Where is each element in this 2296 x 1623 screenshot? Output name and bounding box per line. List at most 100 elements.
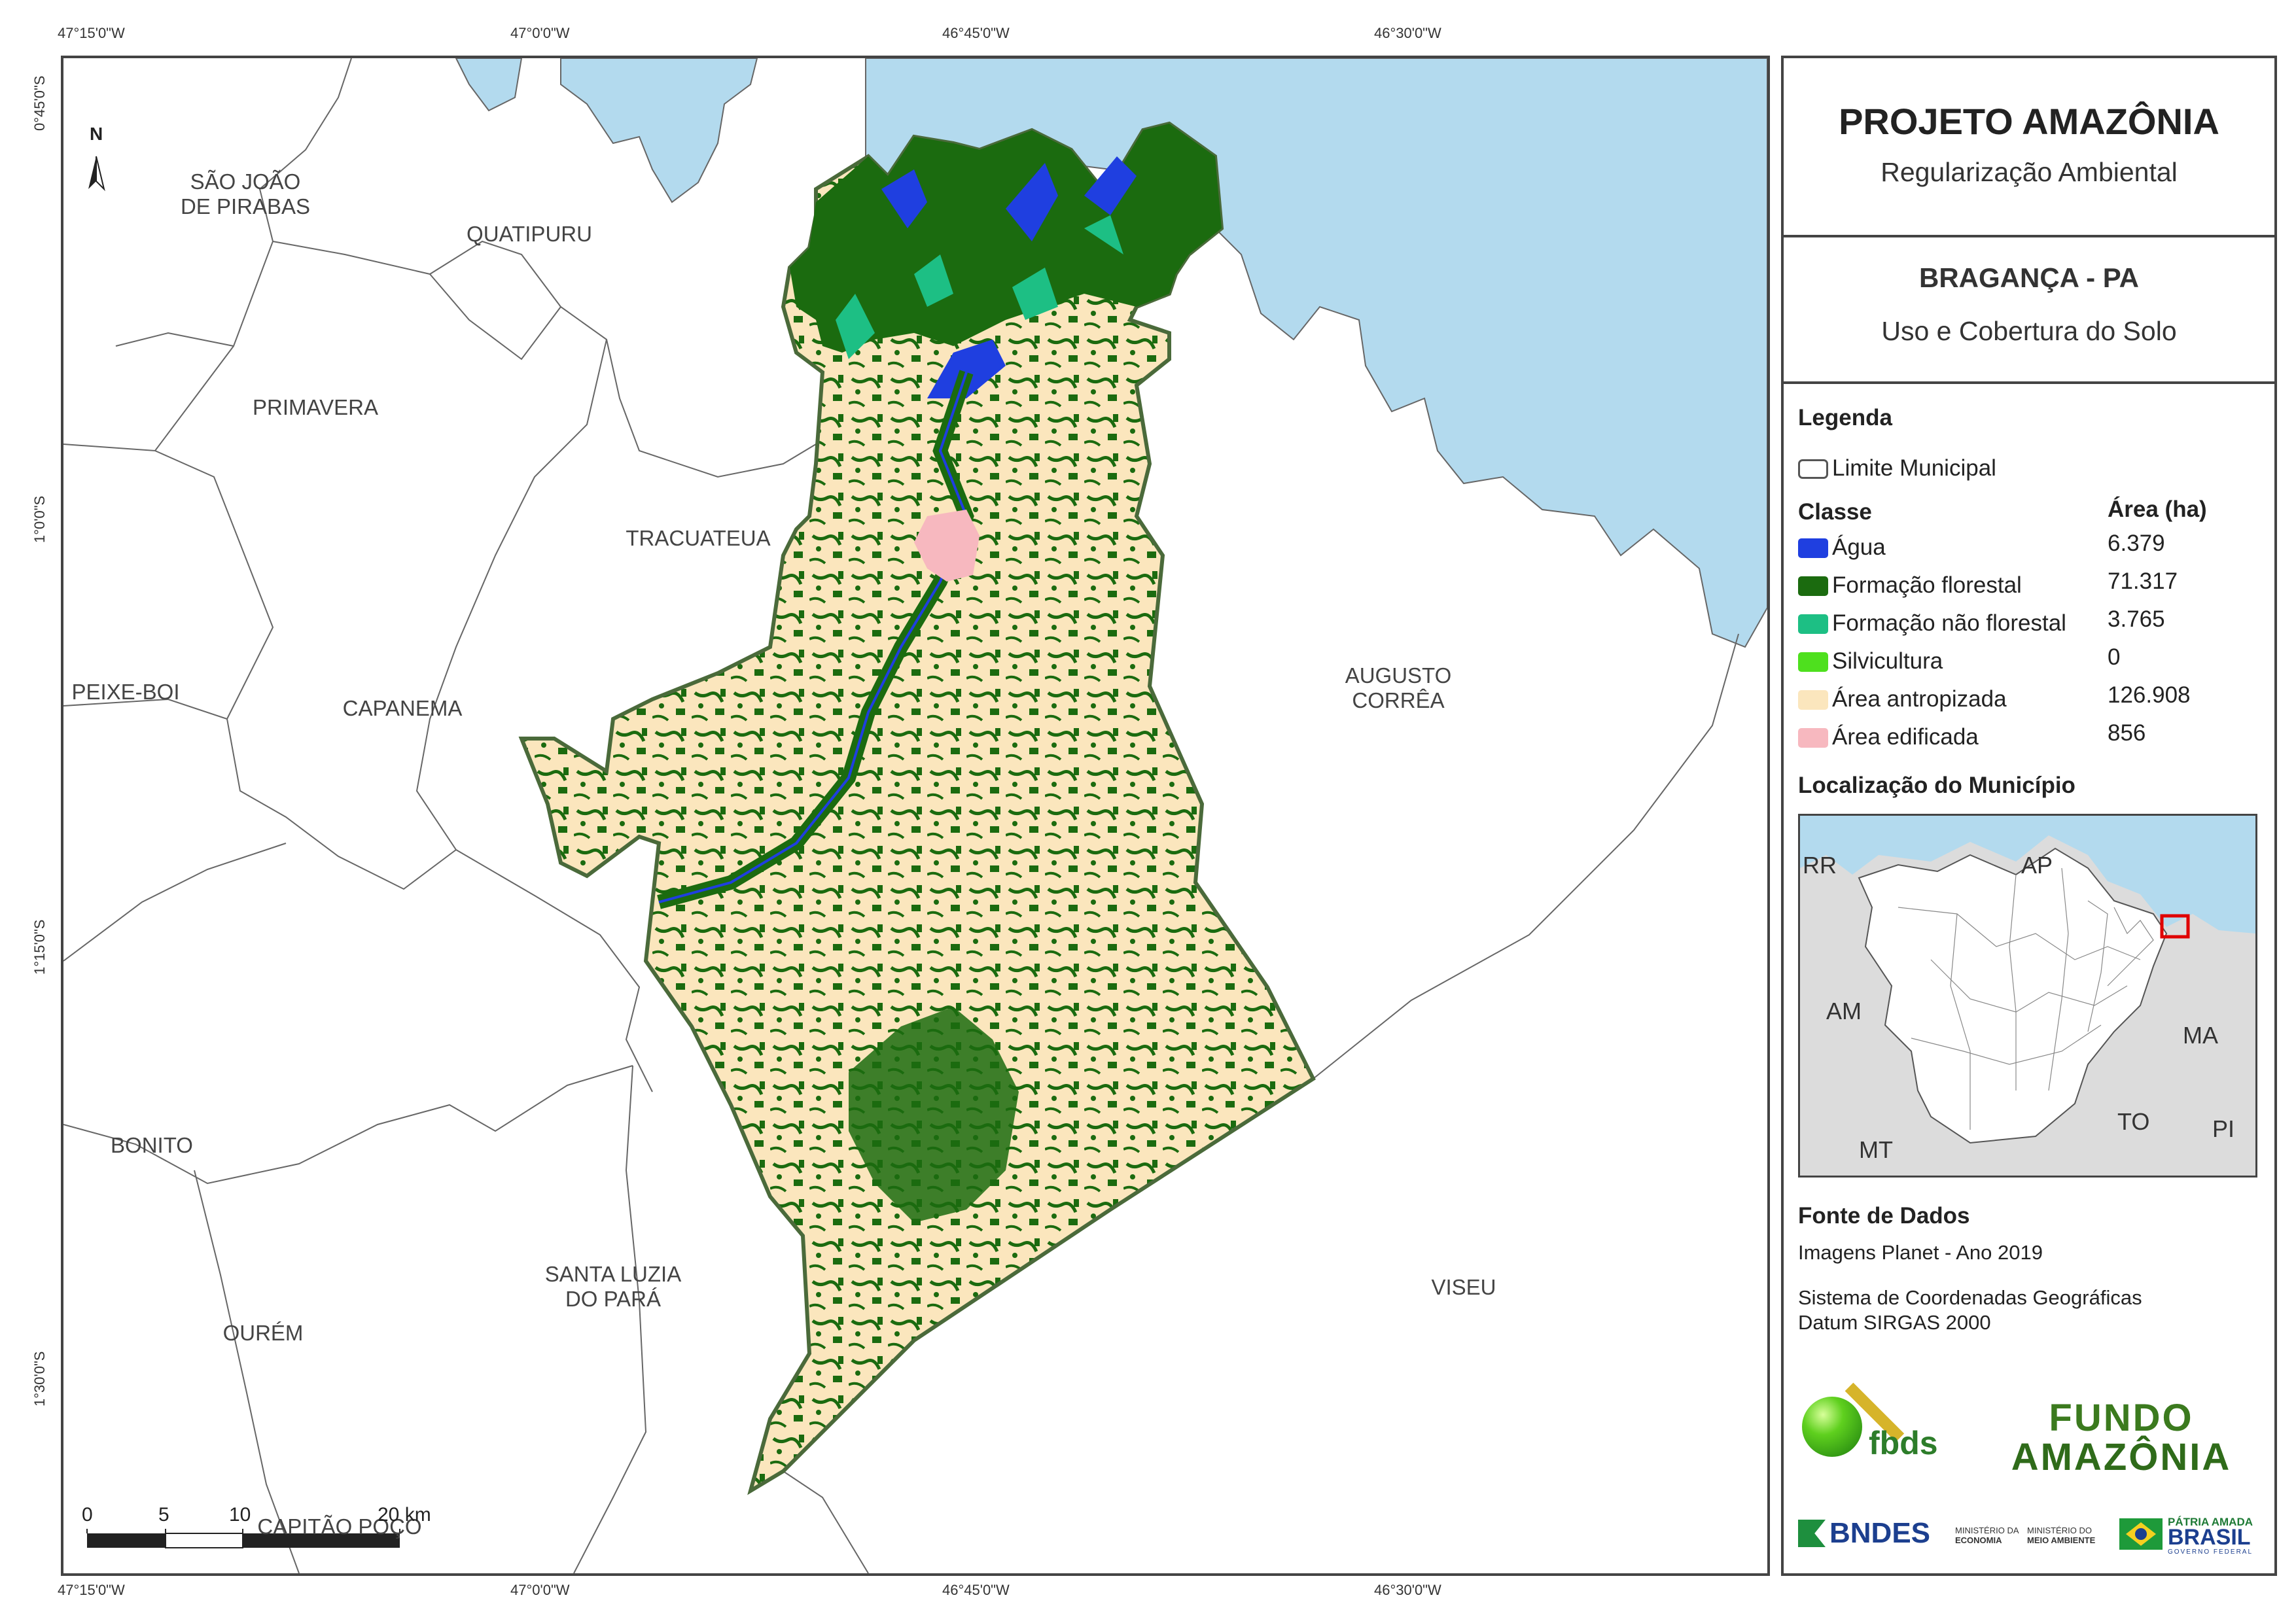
patria-amada-brasil-logo: PÁTRIA AMADA BRASIL GOVERNO FEDERAL	[2119, 1512, 2263, 1558]
graticule-top-4: 46°30'0"W	[1374, 25, 1441, 41]
scale-label-0: 0	[82, 1504, 93, 1526]
min-economia-line2: ECONOMIA	[1955, 1535, 2002, 1545]
fundo-amazonia-logo: FUNDO AMAZÔNIA	[1984, 1399, 2259, 1478]
label-capitao-poco: CAPITÃO POÇO	[257, 1514, 422, 1539]
label-santa-luzia-do-para: SANTA LUZIA DO PARÁ	[545, 1262, 681, 1312]
legend-swatch	[1798, 576, 1828, 596]
label-primavera: PRIMAVERA	[253, 395, 378, 419]
graticule-top-1: 47°15'0"W	[58, 25, 125, 41]
north-label: N	[90, 124, 103, 144]
municipality-title: BRAGANÇA - PA	[1919, 262, 2139, 293]
nonforest-patches	[836, 215, 1123, 359]
class-header: Classe	[1798, 499, 1872, 525]
brazil-flag-icon	[2119, 1518, 2163, 1550]
legend-class-name: Área edificada	[1832, 724, 1979, 750]
min-meio-line1: MINISTÉRIO DO	[2027, 1526, 2092, 1535]
min-economia-line1: MINISTÉRIO DA	[1955, 1526, 2019, 1535]
legend-class-area: 71.317	[2108, 568, 2178, 594]
inset-canvas	[1800, 816, 2255, 1144]
location-title: Localização do Município	[1798, 773, 2075, 798]
area-header: Área (ha)	[2108, 497, 2207, 522]
river-water	[658, 372, 968, 903]
graticule-bottom-1: 47°15'0"W	[58, 1582, 125, 1598]
info-panel: PROJETO AMAZÔNIA Regularização Ambiental…	[1781, 56, 2277, 1576]
label-augusto-correa: AUGUSTO CORRÊA	[1345, 663, 1452, 713]
legend-class-name: Água	[1832, 534, 1886, 560]
source-line: Imagens Planet - Ano 2019	[1798, 1241, 2043, 1264]
crs-line-2: Datum SIRGAS 2000	[1798, 1311, 1991, 1334]
label-tracuateua: TRACUATEUA	[626, 526, 771, 550]
legend-class-area: 0	[2108, 644, 2121, 670]
fundo-line-2: AMAZÔNIA	[2011, 1436, 2232, 1478]
legend-class-area: 856	[2108, 720, 2146, 746]
graticule-top-3: 46°45'0"W	[942, 25, 1010, 41]
project-header: PROJETO AMAZÔNIA Regularização Ambiental	[1784, 58, 2274, 237]
legend-swatch	[1798, 614, 1828, 634]
label-ourem: OURÉM	[222, 1321, 304, 1345]
fbds-logo: fbds	[1798, 1372, 1949, 1461]
sources-title: Fonte de Dados	[1798, 1203, 1970, 1229]
bndes-logo: BNDES	[1798, 1517, 1942, 1550]
flag-globe	[2135, 1528, 2147, 1540]
legend-class-area: 6.379	[2108, 531, 2165, 556]
patria-line2: BRASIL	[2168, 1525, 2251, 1550]
inset-municipalities	[1898, 867, 2154, 1130]
label-capanema: CAPANEMA	[342, 696, 463, 720]
legend-class-name: Formação não florestal	[1832, 610, 2066, 636]
label-viseu: VISEU	[1431, 1275, 1496, 1299]
map-canvas	[63, 58, 1767, 1573]
water-inlets	[881, 156, 1137, 398]
scale-bar	[86, 1529, 400, 1548]
label-quatipuru: QUATIPURU	[467, 222, 592, 246]
crs-line-1: Sistema de Coordenadas Geográficas	[1798, 1286, 2142, 1309]
label-peixe-boi: PEIXE-BOI	[71, 680, 180, 704]
bndes-mark-icon	[1798, 1520, 1826, 1547]
scale-label-5: 5	[158, 1504, 169, 1526]
graticule-bottom-3: 46°45'0"W	[942, 1582, 1010, 1598]
legend-class-name: Silvicultura	[1832, 648, 1943, 674]
map-frame[interactable]: N SÃO JOÃO DE PIRABAS QUATIPURU PRIMAVERA…	[61, 56, 1770, 1576]
label-line1: SANTA LUZIA	[544, 1262, 682, 1286]
legend-class-area: 126.908	[2108, 682, 2191, 708]
fbds-wordmark: fbds	[1869, 1425, 1938, 1461]
legend-swatch	[1798, 652, 1828, 672]
patria-line1: PÁTRIA AMADA	[2168, 1516, 2253, 1528]
legend-swatch	[1798, 728, 1828, 748]
boundary-swatch	[1798, 459, 1828, 479]
graticule-bottom-4: 46°30'0"W	[1374, 1582, 1441, 1598]
min-meio-line2: MEIO AMBIENTE	[2027, 1535, 2096, 1545]
bay-west	[560, 58, 758, 203]
forest-central	[849, 1007, 1019, 1223]
location-inset-map: RR AP AM MA MT TO PI	[1798, 814, 2257, 1178]
label-line2: CORRÊA	[1352, 688, 1445, 712]
inset-para	[1858, 847, 2168, 1144]
inset-label-am: AM	[1826, 998, 1862, 1024]
inset-label-rr: RR	[1803, 852, 1837, 879]
inset-label-pi: PI	[2212, 1115, 2235, 1142]
urban-area	[914, 510, 980, 582]
label-bonito: BONITO	[111, 1133, 193, 1157]
graticule-left-1: 0°45'0"S	[31, 75, 48, 131]
bay-west-2	[455, 58, 523, 112]
graticule-top-2: 47°0'0"W	[510, 25, 570, 41]
inset-label-to: TO	[2117, 1108, 2150, 1135]
municipality-header: BRAGANÇA - PA Uso e Cobertura do Solo	[1784, 235, 2274, 384]
bndes-wordmark: BNDES	[1829, 1517, 1931, 1549]
braganca-boundary	[518, 121, 1316, 1495]
boundary-label: Limite Municipal	[1832, 455, 1996, 481]
municipal-boundaries	[63, 58, 1739, 1573]
inset-locator-box	[2160, 914, 2190, 939]
fundo-line-1: FUNDO	[2049, 1397, 2194, 1439]
label-sao-joao-de-pirabas: SÃO JOÃO DE PIRABAS	[181, 169, 310, 219]
legend-swatch	[1798, 538, 1828, 558]
label-line2: DO PARÁ	[565, 1287, 662, 1311]
graticule-left-4: 1°30'0"S	[31, 1351, 48, 1406]
label-line1: SÃO JOÃO	[190, 169, 301, 194]
inset-label-ma: MA	[2183, 1022, 2218, 1049]
north-arrow-icon	[88, 156, 105, 192]
fbds-globe-icon	[1802, 1397, 1862, 1457]
legend-class-name: Área antropizada	[1832, 686, 2007, 712]
inset-ocean	[1800, 816, 2255, 934]
legend-class-area: 3.765	[2108, 606, 2165, 632]
legend-title: Legenda	[1798, 405, 1892, 430]
